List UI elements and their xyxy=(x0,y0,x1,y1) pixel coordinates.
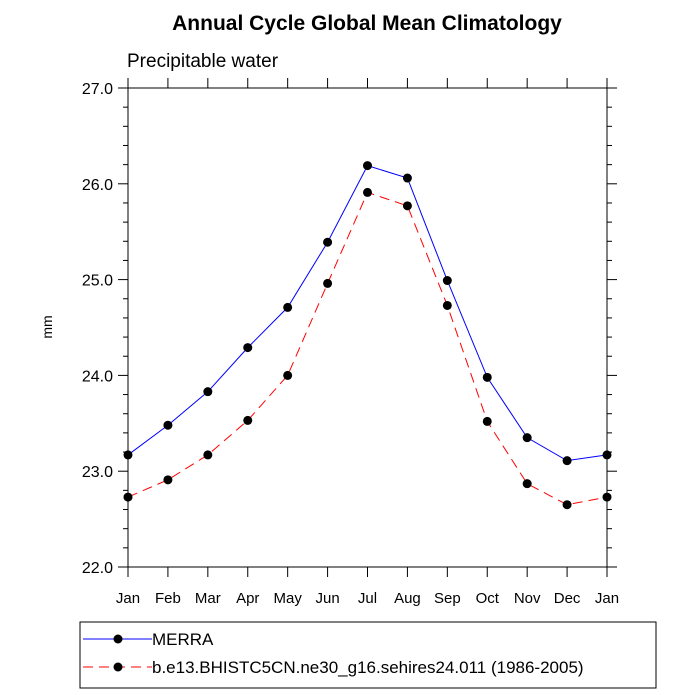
series-1-point xyxy=(163,420,173,430)
series-2-point xyxy=(562,500,572,510)
plot-area: 22.0 23.0 24.0 25.0 26.0 27.0 Jan Feb Mar Apr May J… xyxy=(82,78,619,607)
series-2-point xyxy=(442,300,452,310)
series-1-point xyxy=(402,173,412,183)
series-2-point xyxy=(363,187,372,197)
series-2-point xyxy=(163,475,173,485)
x-tick-label: Feb xyxy=(155,590,181,607)
legend-box xyxy=(79,621,657,689)
series-1-point xyxy=(363,161,372,171)
legend-marker-2 xyxy=(113,662,123,672)
series-1-point xyxy=(522,433,532,443)
series-2-point xyxy=(323,278,333,288)
legend-label-2: b.e13.BHISTC5CN.ne30_g16.sehires24.011 (… xyxy=(152,658,584,677)
series-2-point xyxy=(283,370,293,380)
x-tick-label: Jan xyxy=(595,590,619,607)
x-tick-label: Sep xyxy=(434,590,461,607)
x-tick-label: Apr xyxy=(236,590,259,607)
series-2-point xyxy=(402,201,412,211)
x-tick-label: Jul xyxy=(358,590,377,607)
series-2-point xyxy=(243,415,253,425)
series-1-point xyxy=(123,450,133,460)
x-tick-label: Mar xyxy=(195,590,221,607)
y-tick-label: 25.0 xyxy=(82,273,113,290)
y-tick-label: 26.0 xyxy=(82,177,113,194)
series-1-point xyxy=(203,387,213,397)
x-tick-label: Jun xyxy=(315,590,339,607)
y-tick-label: 24.0 xyxy=(82,368,113,385)
x-tick-label: May xyxy=(273,590,302,607)
y-tick-label: 23.0 xyxy=(82,464,113,481)
series-line-1 xyxy=(127,164,608,462)
x-tick-label: Jan xyxy=(116,590,140,607)
chart-subtitle: Precipitable water xyxy=(127,51,279,72)
y-axis-label: mm xyxy=(39,315,55,338)
chart-title: Annual Cycle Global Mean Climatology xyxy=(172,12,562,35)
x-tick-label: Nov xyxy=(514,590,541,607)
x-tick-label: Dec xyxy=(554,590,581,607)
series-1-point xyxy=(562,456,572,466)
series-2-point xyxy=(522,479,532,489)
legend-label-1: MERRA xyxy=(152,630,214,649)
series-line-2 xyxy=(127,191,608,506)
legend-marker-1 xyxy=(113,634,123,644)
series-2-point xyxy=(203,450,213,460)
plot-frame xyxy=(127,87,608,568)
series-1-point xyxy=(602,450,612,460)
series-2-point xyxy=(123,492,133,502)
series-1-point xyxy=(283,302,293,312)
legend: MERRA b.e13.BHISTC5CN.ne30_g16.sehires24.… xyxy=(79,621,657,689)
series-2-point xyxy=(482,416,492,426)
y-tick-label: 22.0 xyxy=(82,560,113,577)
series-1-point xyxy=(442,276,452,286)
series-2-point xyxy=(602,492,612,502)
y-tick-label: 27.0 xyxy=(82,81,113,98)
series-1-point xyxy=(482,372,492,382)
x-tick-label: Aug xyxy=(394,590,421,607)
x-tick-label: Oct xyxy=(476,590,500,607)
series-1-point xyxy=(243,343,253,353)
series-1-point xyxy=(323,237,333,247)
